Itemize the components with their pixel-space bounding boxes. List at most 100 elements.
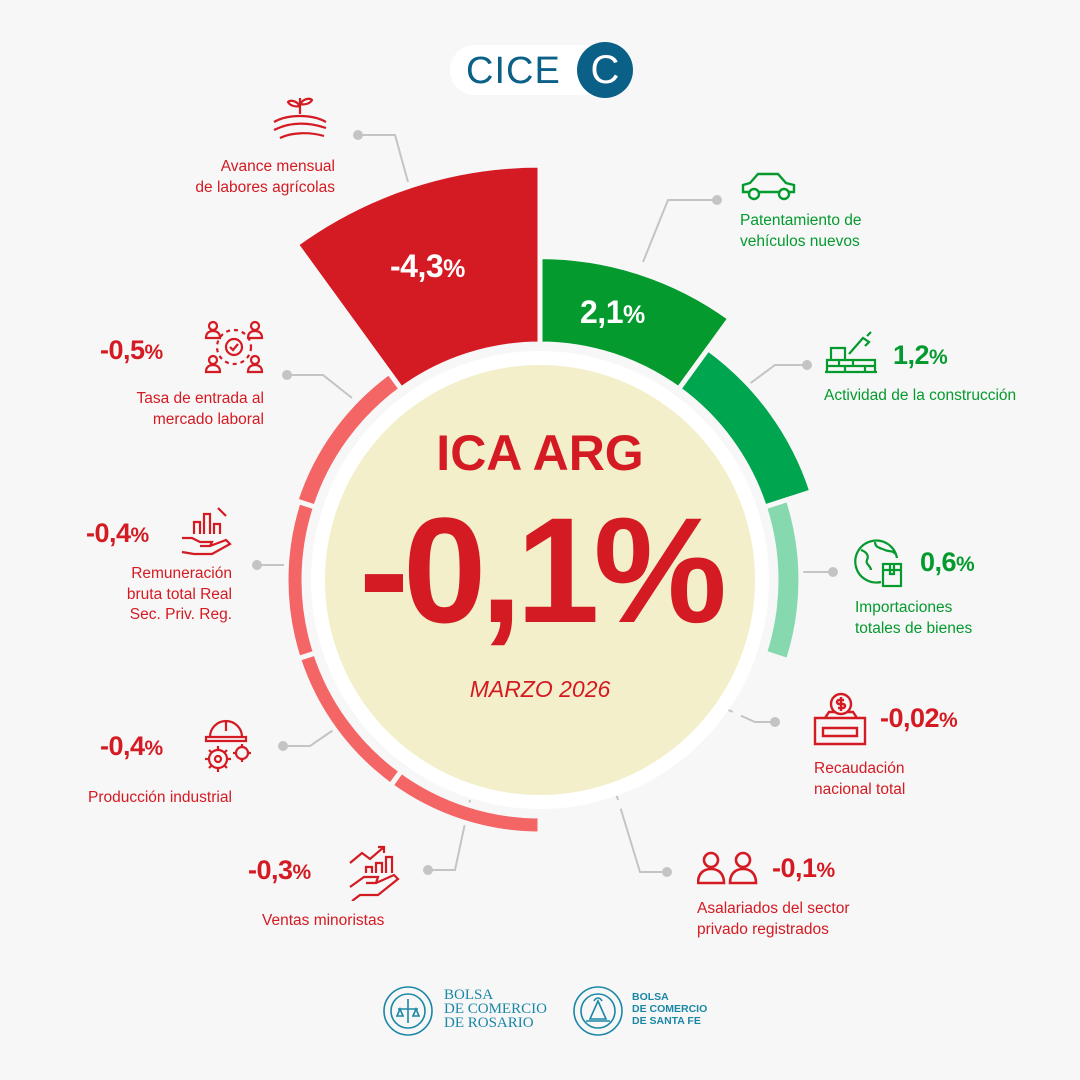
value-recaudacion: -0,02% [880, 703, 958, 734]
dot [662, 867, 672, 877]
segments [283, 162, 816, 837]
dot [353, 130, 363, 140]
institution-name: BOLSA DE COMERCIO DE SANTA FE [632, 991, 707, 1027]
logo-mark: C [577, 42, 633, 98]
dot [423, 865, 433, 875]
network-people-icon [204, 320, 264, 374]
center-value: -0,1% [300, 495, 780, 645]
center-value-number: -0,1 [359, 486, 599, 654]
name-line: BOLSA [632, 991, 669, 1003]
label-importaciones: Importaciones totales de bienes [855, 598, 972, 639]
car-icon [741, 172, 796, 201]
value-unit: % [144, 737, 164, 760]
value-patentamiento-inside: 2,1% [580, 294, 645, 331]
label-line: Patentamiento de [740, 212, 862, 229]
connector-construccion [747, 364, 807, 386]
label-line: de labores agrícolas [195, 178, 335, 196]
value-unit: % [292, 861, 312, 884]
label-agricolas: Avance mensual de labores agrícolas [195, 157, 335, 198]
label-patentamiento: Patentamiento de vehículos nuevos [740, 211, 862, 252]
name-line: DE COMERCIO [444, 1001, 547, 1017]
center-value-unit: % [593, 486, 727, 654]
label-line: Avance mensual [220, 158, 335, 175]
hand-chart-icon [349, 845, 400, 901]
cicec-logo: CICE C [450, 42, 633, 98]
globe-package-icon [854, 539, 903, 588]
value-number: -0,4 [100, 731, 145, 761]
value-unit: % [144, 341, 164, 364]
label-line: Sec. Priv. Reg. [129, 606, 232, 623]
label-line: mercado laboral [152, 410, 264, 428]
center-period: MARZO 2026 [469, 676, 611, 702]
value-asalariados: -0,1% [772, 853, 835, 884]
value-unit: % [816, 859, 836, 882]
label-line: Asalariados del sector [697, 900, 850, 917]
connector-agricolas [358, 134, 409, 183]
label-line: Actividad de la construcción [824, 387, 1017, 404]
name-line: BOLSA [444, 987, 494, 1003]
value-number: 1,2 [893, 340, 930, 370]
name-line: DE ROSARIO [444, 1015, 534, 1031]
label-tasa: Tasa de entrada al mercado laboral [136, 389, 264, 430]
sprout-field-icon [273, 97, 327, 139]
value-number: 2,1 [580, 294, 623, 330]
value-unit: % [130, 524, 150, 547]
santa-fe-seal-icon [573, 986, 623, 1036]
dot [770, 717, 780, 727]
connector-dots [252, 130, 838, 877]
rosario-seal-icon [383, 986, 433, 1036]
center-circle [325, 365, 755, 795]
value-ventas: -0,3% [248, 855, 311, 886]
label-construccion: Actividad de la construcción [824, 386, 1016, 407]
value-unit: % [939, 709, 958, 732]
label-recaudacion: Recaudación nacional total [814, 759, 905, 800]
dot [252, 560, 262, 570]
label-remuneracion: Remuneración bruta total Real Sec. Priv. R… [127, 564, 232, 626]
connector-tasa [287, 374, 353, 399]
value-number: 0,6 [920, 547, 957, 577]
value-unit: % [956, 553, 975, 576]
connector-lines [257, 134, 833, 873]
dot [282, 370, 292, 380]
dot [828, 567, 838, 577]
value-unit: % [929, 346, 948, 369]
segment-agricolas [292, 162, 543, 393]
construction-bricks-icon [825, 331, 877, 374]
value-agricolas-inside: -4,3% [390, 248, 465, 285]
value-number: -0,3 [248, 855, 293, 885]
value-number: -4,3 [390, 248, 444, 284]
label-asalariados: Asalariados del sector privado registrado… [697, 899, 850, 940]
value-produccion: -0,4% [100, 731, 163, 762]
value-number: -0,1 [772, 853, 817, 883]
label-ventas: Ventas minoristas [262, 911, 384, 932]
center-title: ICA ARG [436, 425, 644, 481]
connector-asalariados [614, 789, 667, 873]
hand-bars-percent-icon [181, 507, 232, 556]
logo-text: CICE [466, 50, 561, 92]
label-line: vehículos nuevos [740, 232, 860, 250]
institution-name: BOLSA DE COMERCIO DE ROSARIO [444, 987, 547, 1031]
value-remuneracion: -0,4% [86, 518, 149, 549]
label-produccion: Producción industrial [88, 788, 232, 809]
label-line: Remuneración [131, 565, 232, 582]
dot [278, 741, 288, 751]
value-unit: % [622, 301, 645, 329]
label-line: nacional total [814, 780, 906, 798]
segment-importaciones [761, 496, 804, 664]
name-line: DE COMERCIO [632, 1003, 708, 1015]
label-line: Producción industrial [88, 789, 232, 806]
segment-patentamiento [537, 254, 734, 393]
coin-box-icon [813, 692, 867, 746]
value-number: -0,4 [86, 518, 131, 548]
label-line: totales de bienes [855, 619, 973, 637]
label-line: privado registrados [697, 920, 829, 938]
dot [802, 360, 812, 370]
value-unit: % [443, 255, 465, 283]
value-number: -0,02 [880, 703, 940, 733]
label-line: Ventas minoristas [262, 912, 385, 929]
label-line: Tasa de entrada al [136, 390, 264, 407]
label-line: Importaciones [855, 599, 953, 616]
label-line: bruta total Real [126, 585, 232, 603]
value-number: -0,5 [100, 335, 145, 365]
